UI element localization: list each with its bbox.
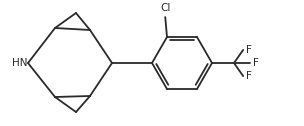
- Text: F: F: [246, 45, 252, 55]
- Text: Cl: Cl: [160, 3, 171, 13]
- Text: F: F: [246, 71, 252, 81]
- Text: F: F: [253, 58, 259, 68]
- Text: HN: HN: [12, 58, 27, 68]
